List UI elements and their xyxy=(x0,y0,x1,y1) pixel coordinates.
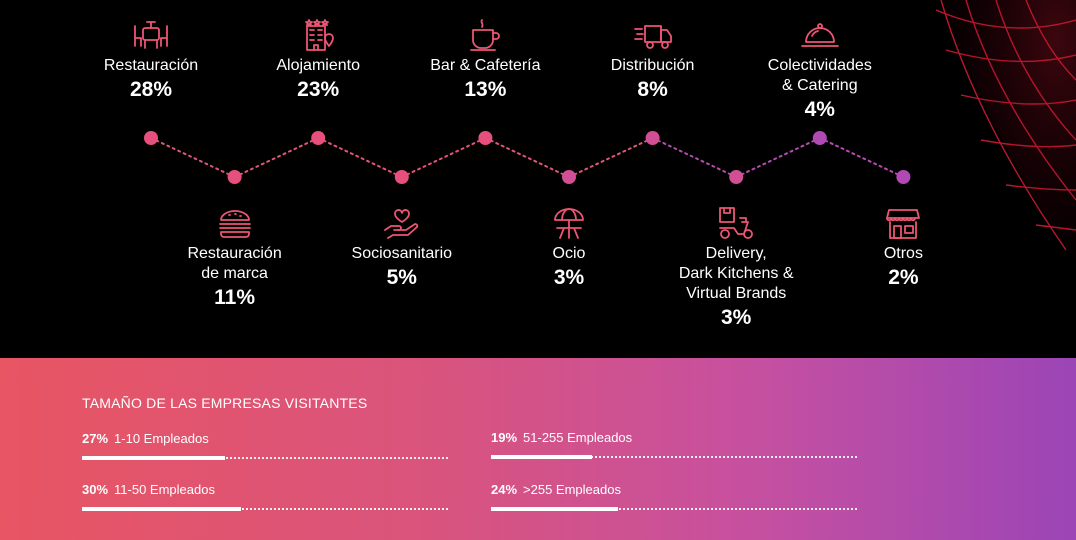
timeline-dot xyxy=(394,170,409,184)
cloche-icon xyxy=(800,23,839,47)
dining-table-icon xyxy=(134,21,168,49)
company-size-percentage: 30% xyxy=(82,482,109,497)
timeline-dot xyxy=(562,170,576,184)
sector-name: Sociosanitario xyxy=(351,245,453,262)
timeline-dot xyxy=(812,131,827,145)
sector-item: Delivery, Dark Kitchens & Virtual Brands… xyxy=(651,204,821,331)
sector-item: Ocio 3% xyxy=(484,204,654,291)
delivery-scooter-icon xyxy=(719,207,754,239)
sector-name: Distribución xyxy=(610,57,695,74)
sector-item: Restauración de marca 11% xyxy=(150,204,320,311)
company-size-bar xyxy=(82,507,241,511)
sector-item: Bar & Cafetería 13% xyxy=(400,16,570,103)
sector-percentage: 4% xyxy=(804,98,835,121)
sector-percentage: 3% xyxy=(553,266,585,289)
company-size-item: 19% 51-255 Empleados xyxy=(491,430,857,470)
sector-percentage: 23% xyxy=(297,78,340,101)
timeline-segment xyxy=(233,137,320,178)
company-size-item: 24% >255 Empleados xyxy=(491,482,857,522)
sector-item: Otros 2% xyxy=(818,204,988,291)
company-size-range: 51-255 Empleados xyxy=(523,430,633,445)
sector-item: Colectividades & Catering 4% xyxy=(735,16,905,123)
sector-name: Restauración xyxy=(103,57,199,74)
sector-percentage: 2% xyxy=(888,266,919,289)
timeline-dot xyxy=(311,131,326,145)
burger-icon xyxy=(218,210,251,238)
shop-icon xyxy=(886,209,921,239)
company-size-percentage: 24% xyxy=(491,482,518,497)
timeline-segment xyxy=(400,137,487,178)
sector-percentage: 13% xyxy=(464,78,507,101)
company-size-range: 11-50 Empleados xyxy=(114,482,215,497)
decorative-mesh-graphic xyxy=(936,0,1076,260)
company-size-bar xyxy=(491,455,592,459)
sectors-panel: Restauración 28% Restauración de marca 11% A… xyxy=(66,0,1076,331)
heart-hand-icon xyxy=(383,209,418,239)
timeline-segment xyxy=(735,137,821,178)
timeline-dot xyxy=(227,170,242,184)
timeline-segment xyxy=(317,137,403,178)
company-size-track xyxy=(491,456,857,458)
umbrella-table-icon xyxy=(554,208,584,239)
company-size-track xyxy=(491,508,857,510)
delivery-truck-icon xyxy=(633,25,672,49)
hotel-icon xyxy=(305,19,335,51)
sector-item: Sociosanitario 5% xyxy=(317,204,487,291)
company-size-range: 1-10 Empleados xyxy=(114,431,209,446)
company-size-label: 27% 1-10 Empleados xyxy=(82,431,209,446)
timeline-dot xyxy=(645,131,660,145)
company-size-percentage: 19% xyxy=(491,430,518,445)
sector-percentage: 11% xyxy=(214,286,256,309)
company-size-bar xyxy=(82,456,225,460)
company-size-track xyxy=(82,457,448,459)
company-size-range: >255 Empleados xyxy=(523,482,621,497)
timeline-segment xyxy=(568,137,654,178)
timeline-segment xyxy=(651,137,738,178)
timeline-segment xyxy=(484,137,570,178)
sector-percentage: 28% xyxy=(129,78,173,101)
sector-name: Ocio xyxy=(552,245,586,262)
sector-item: Distribución 8% xyxy=(568,16,738,103)
sector-percentage: 5% xyxy=(386,266,417,289)
company-size-label: 24% >255 Empleados xyxy=(491,482,621,497)
company-size-title: TAMAÑO DE LAS EMPRESAS VISITANTES xyxy=(82,395,368,411)
timeline-segment xyxy=(150,137,236,178)
company-size-label: 30% 11-50 Empleados xyxy=(82,482,215,497)
sector-percentage: 8% xyxy=(637,78,668,101)
sector-name: Colectividades & Catering xyxy=(767,57,872,94)
timeline-dot xyxy=(144,131,158,145)
sector-name: Delivery, Dark Kitchens & Virtual Brands xyxy=(678,245,794,302)
sector-name: Alojamiento xyxy=(276,57,360,74)
sector-name: Bar & Cafetería xyxy=(430,57,541,74)
timeline-dot xyxy=(729,170,744,184)
company-size-bar xyxy=(491,507,618,511)
timeline-segment xyxy=(818,137,905,178)
sector-item: Restauración 28% xyxy=(66,16,236,103)
company-size-panel: TAMAÑO DE LAS EMPRESAS VISITANTES 27% 1-1… xyxy=(0,358,1076,540)
sector-name: Restauración de marca xyxy=(187,245,282,282)
company-size-percentage: 27% xyxy=(82,431,109,446)
company-size-item: 27% 1-10 Empleados xyxy=(82,431,448,471)
sector-name: Otros xyxy=(883,245,923,262)
sector-timeline xyxy=(144,131,911,184)
timeline-dot xyxy=(478,131,493,145)
timeline-dot xyxy=(896,170,911,184)
coffee-cup-icon xyxy=(470,19,501,51)
company-size-label: 19% 51-255 Empleados xyxy=(491,430,632,445)
company-size-track xyxy=(82,508,448,510)
sector-item: Alojamiento 23% xyxy=(233,16,403,103)
sector-percentage: 3% xyxy=(721,306,752,329)
company-size-item: 30% 11-50 Empleados xyxy=(82,482,448,522)
